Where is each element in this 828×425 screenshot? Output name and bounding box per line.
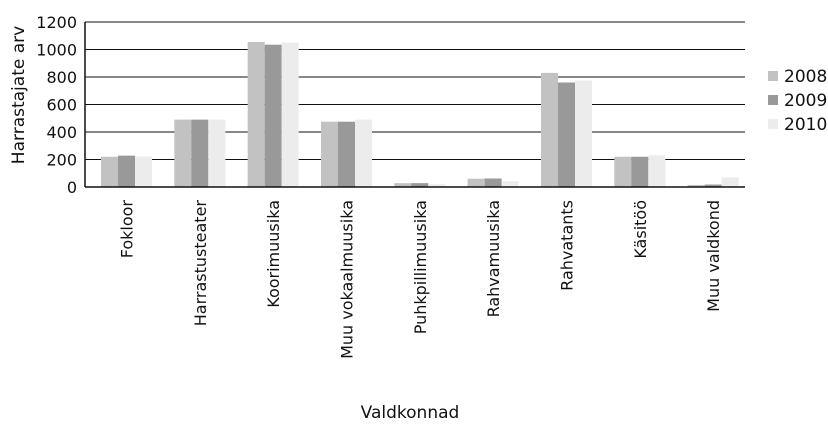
y-axis-title: Harrastajate arv [9,26,29,164]
bar-2008 [174,119,192,187]
bar-2008 [247,41,265,187]
x-category-label: Rahvamuusika [484,200,503,317]
bar-2008 [614,156,632,187]
x-category-label: Muu valdkond [704,200,723,312]
y-tick-label: 200 [46,151,77,170]
bar-2010 [575,80,592,187]
legend-label: 2008 [784,67,827,87]
bar-2009 [411,183,429,187]
bar-2008 [394,183,412,187]
x-category-labels: Fokloor Harrastusteater Koorimuusika Muu vo… [118,200,724,359]
legend-swatch-2008 [768,71,778,81]
bar-2009 [264,44,282,187]
bar-2010 [355,119,372,187]
x-axis-title: Valdkonnad [361,403,460,423]
bar-2009 [484,178,502,187]
bar-2008 [541,72,558,187]
bar-2010 [135,156,152,187]
bar-2010 [428,184,446,187]
x-category-label: Fokloor [118,200,137,259]
bar-2008 [467,178,485,187]
legend-label: 2009 [784,91,827,111]
legend-swatch-2010 [768,119,778,129]
x-category-label: Käsitöö [631,200,650,259]
bar-2009 [191,119,209,187]
y-tick-labels: 0 200 400 600 800 1000 1200 [36,13,77,197]
legend-label: 2010 [784,115,827,135]
bar-2009 [631,156,649,187]
bar-2010 [208,119,226,187]
bar-2010 [501,181,519,187]
bar-2009 [558,82,575,187]
x-category-label: Muu vokaalmuusika [338,200,357,359]
y-tick-label: 400 [46,123,77,142]
bar-2008 [321,121,338,187]
y-tick-label: 600 [46,96,77,115]
bar-2010 [281,42,299,187]
y-tick-label: 800 [46,68,77,87]
y-tick-label: 0 [67,178,77,197]
bars [101,41,739,187]
x-category-label: Puhkpillimuusika [411,200,430,334]
x-category-label: Harrastusteater [191,200,210,327]
bar-2008 [687,184,705,187]
bar-2009 [118,155,135,187]
bar-2008 [101,156,118,187]
legend-swatch-2009 [768,95,778,105]
bar-2009 [338,121,355,187]
x-category-label: Rahvatants [558,200,577,291]
bar-2009 [704,184,722,187]
legend: 2008 2009 2010 [768,67,827,135]
bar-2010 [648,155,666,187]
x-category-label: Koorimuusika [264,200,283,308]
bar-2010 [721,177,739,187]
y-tick-label: 1000 [36,41,77,60]
y-tick-label: 1200 [36,13,77,32]
